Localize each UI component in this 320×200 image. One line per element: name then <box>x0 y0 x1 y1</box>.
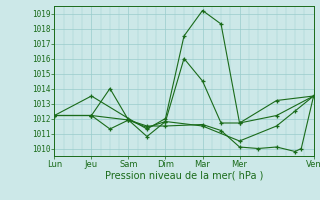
X-axis label: Pression niveau de la mer( hPa ): Pression niveau de la mer( hPa ) <box>105 171 263 181</box>
